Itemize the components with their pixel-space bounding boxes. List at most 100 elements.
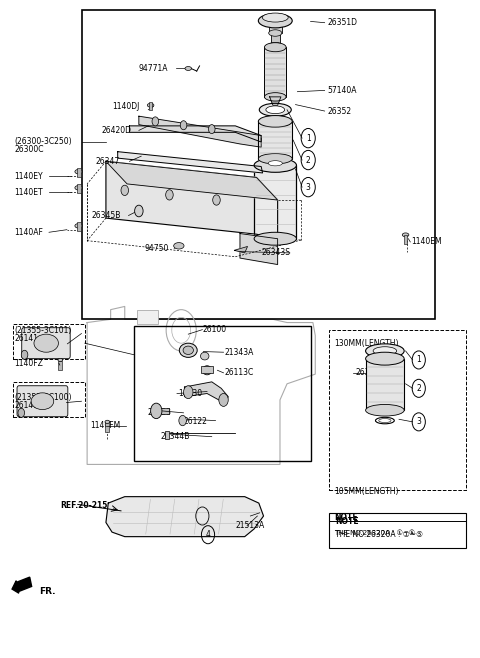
- Text: 1140EY: 1140EY: [14, 172, 43, 181]
- Text: 1: 1: [306, 134, 311, 143]
- Text: 14130: 14130: [178, 389, 202, 398]
- Ellipse shape: [366, 344, 404, 358]
- Circle shape: [166, 190, 173, 200]
- Text: 26352: 26352: [327, 107, 351, 116]
- Bar: [264, 47, 286, 97]
- Polygon shape: [240, 234, 277, 265]
- Circle shape: [213, 195, 220, 205]
- Text: 2: 2: [306, 155, 311, 164]
- Ellipse shape: [203, 366, 212, 375]
- Text: 26113C: 26113C: [225, 368, 254, 377]
- Circle shape: [152, 117, 158, 126]
- Bar: [404, 236, 408, 244]
- Ellipse shape: [75, 169, 83, 174]
- Text: (26300-3C250): (26300-3C250): [14, 138, 72, 147]
- Ellipse shape: [258, 14, 292, 28]
- Bar: [83, 10, 435, 319]
- Ellipse shape: [105, 420, 110, 424]
- Bar: [165, 431, 169, 439]
- Bar: [254, 165, 297, 239]
- Text: 26320A: 26320A: [355, 368, 384, 377]
- Text: 94750: 94750: [145, 244, 169, 253]
- Bar: [158, 408, 169, 414]
- Ellipse shape: [174, 243, 184, 249]
- Ellipse shape: [269, 30, 282, 36]
- Circle shape: [151, 403, 162, 418]
- Ellipse shape: [254, 158, 297, 172]
- Text: 1140DJ: 1140DJ: [112, 102, 139, 111]
- Ellipse shape: [264, 43, 286, 52]
- Text: REF.20-215: REF.20-215: [60, 501, 108, 509]
- Ellipse shape: [264, 93, 286, 101]
- Text: FR.: FR.: [39, 587, 55, 596]
- FancyBboxPatch shape: [17, 386, 68, 417]
- Text: 21343A: 21343A: [225, 347, 254, 357]
- Text: 26343S: 26343S: [261, 249, 290, 257]
- Text: THE NO.26320A : ①~⑤: THE NO.26320A : ①~⑤: [334, 530, 415, 536]
- Text: 1140ET: 1140ET: [14, 188, 43, 197]
- Circle shape: [134, 205, 143, 216]
- Text: 3: 3: [416, 417, 421, 426]
- Text: 3: 3: [306, 183, 311, 191]
- Ellipse shape: [269, 42, 282, 48]
- Ellipse shape: [373, 347, 396, 355]
- Ellipse shape: [259, 103, 291, 116]
- Text: 26420D: 26420D: [101, 126, 131, 135]
- Text: 26347: 26347: [95, 157, 120, 166]
- Bar: [258, 121, 292, 159]
- Circle shape: [179, 415, 186, 426]
- Bar: [149, 102, 152, 110]
- Ellipse shape: [263, 159, 288, 168]
- Ellipse shape: [75, 186, 83, 190]
- Text: NOTE: NOTE: [336, 517, 359, 526]
- Text: 26351D: 26351D: [327, 18, 357, 27]
- Text: 1140AF: 1140AF: [14, 228, 43, 237]
- Text: 26100: 26100: [203, 325, 227, 334]
- Ellipse shape: [183, 346, 193, 355]
- Text: NOTE: NOTE: [334, 513, 358, 522]
- Bar: [77, 168, 81, 177]
- Ellipse shape: [366, 352, 404, 365]
- Bar: [202, 367, 213, 373]
- Text: 26122: 26122: [183, 417, 207, 426]
- Circle shape: [180, 120, 187, 130]
- Text: 94771A: 94771A: [139, 64, 168, 73]
- Bar: [106, 422, 109, 432]
- Bar: [13, 324, 85, 359]
- FancyBboxPatch shape: [22, 328, 70, 359]
- Bar: [269, 21, 282, 33]
- Text: 130MM(LENGTH): 130MM(LENGTH): [334, 339, 398, 347]
- Text: 26123: 26123: [147, 409, 171, 417]
- Ellipse shape: [263, 13, 288, 22]
- Polygon shape: [139, 116, 261, 147]
- Text: 26345B: 26345B: [92, 211, 121, 220]
- Ellipse shape: [185, 66, 192, 70]
- Bar: [136, 310, 157, 324]
- Ellipse shape: [31, 393, 54, 409]
- Ellipse shape: [34, 334, 59, 352]
- Ellipse shape: [268, 161, 282, 166]
- Polygon shape: [118, 152, 263, 173]
- Bar: [366, 359, 404, 410]
- Text: 2: 2: [416, 384, 421, 393]
- Bar: [329, 330, 466, 490]
- Ellipse shape: [180, 343, 197, 357]
- Polygon shape: [184, 382, 228, 403]
- Text: 57140A: 57140A: [327, 86, 357, 95]
- Polygon shape: [234, 247, 248, 253]
- Ellipse shape: [75, 224, 83, 228]
- Polygon shape: [270, 97, 281, 105]
- Circle shape: [18, 409, 24, 417]
- Text: 4: 4: [205, 530, 210, 539]
- Text: 26344B: 26344B: [160, 432, 190, 441]
- Ellipse shape: [266, 106, 285, 114]
- Text: 21513A: 21513A: [235, 521, 264, 530]
- Text: THE NO.26320A : ①~⑤: THE NO.26320A : ①~⑤: [336, 530, 423, 539]
- Ellipse shape: [254, 232, 297, 245]
- Bar: [77, 222, 81, 231]
- Text: 105MM(LENGTH): 105MM(LENGTH): [334, 487, 398, 496]
- Bar: [134, 326, 311, 461]
- Text: 1140FM: 1140FM: [90, 421, 120, 430]
- Ellipse shape: [258, 153, 292, 164]
- Ellipse shape: [147, 103, 154, 107]
